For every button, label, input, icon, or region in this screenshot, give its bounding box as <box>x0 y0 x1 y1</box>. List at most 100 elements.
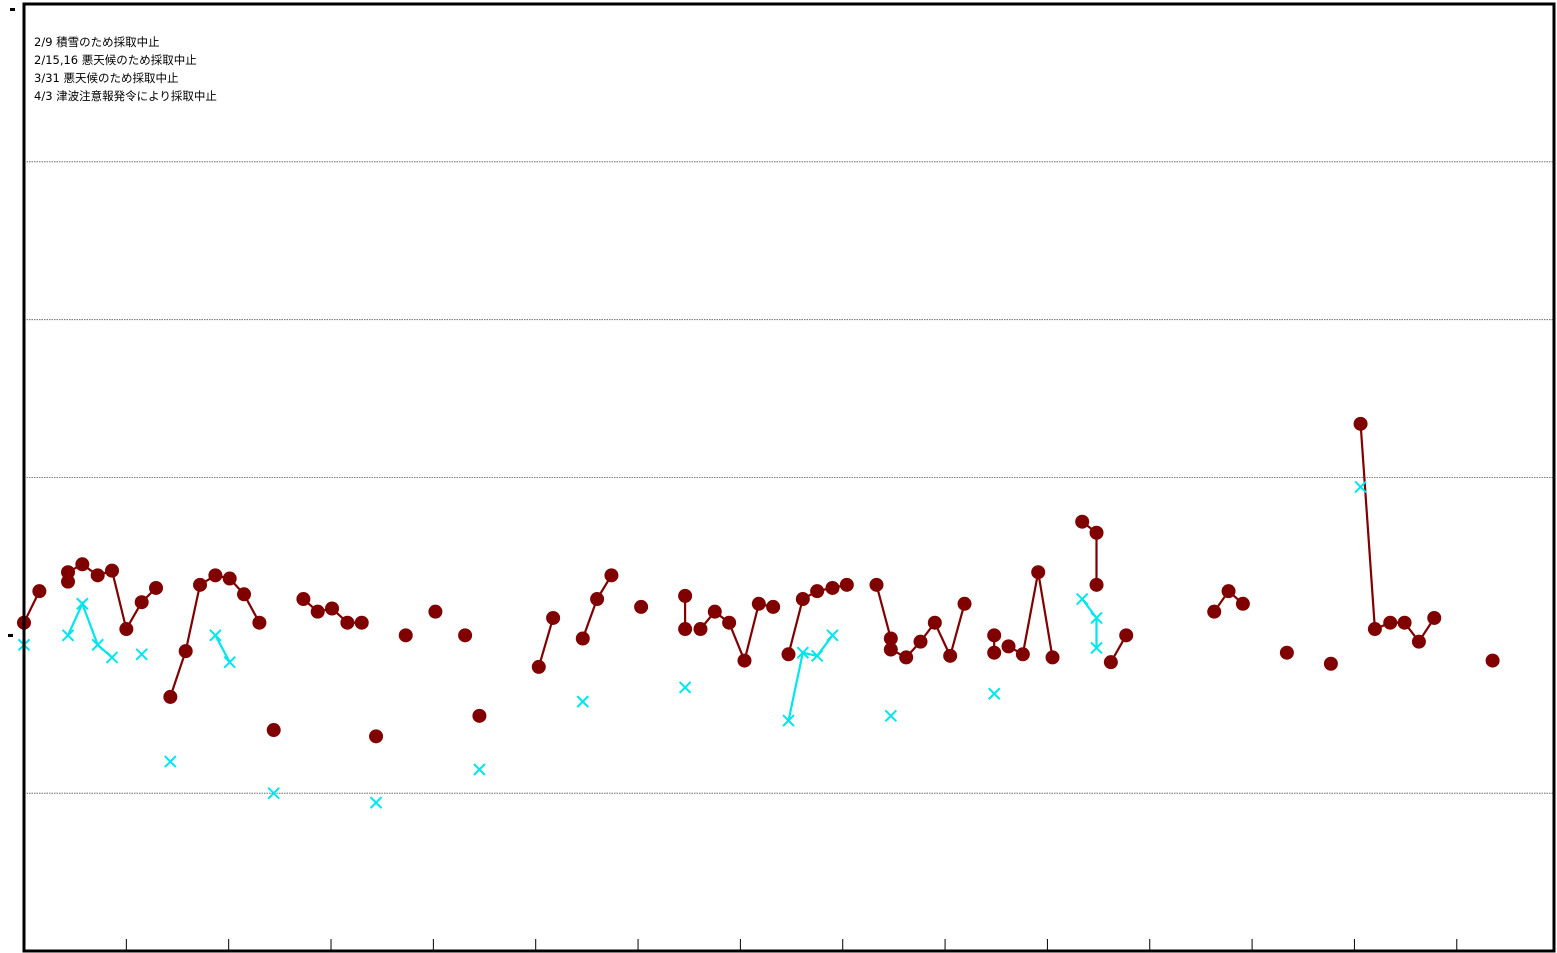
data-point-stroke <box>61 629 75 642</box>
data-point <box>1103 655 1118 670</box>
data-point <box>398 628 413 643</box>
data-point <box>91 638 104 652</box>
data-point <box>1397 615 1412 630</box>
series-group <box>17 416 1500 744</box>
data-point-stroke <box>1090 641 1103 655</box>
data-point <box>1367 622 1382 637</box>
data-point <box>1075 514 1090 529</box>
data-point <box>369 729 384 744</box>
data-point <box>810 584 825 599</box>
data-point <box>193 577 208 592</box>
data-point <box>325 601 340 616</box>
data-point <box>178 644 193 659</box>
data-point <box>634 599 649 614</box>
left-edge-mark-upper <box>10 8 15 11</box>
series-line <box>66 600 113 659</box>
data-point <box>134 595 149 610</box>
series-line <box>890 603 966 660</box>
data-point-stroke <box>267 786 280 800</box>
data-point-stroke <box>796 646 810 659</box>
data-point-stroke <box>369 796 383 809</box>
data-point <box>707 604 722 619</box>
data-point-stroke <box>209 629 222 642</box>
data-point <box>957 596 972 611</box>
gridlines <box>24 161 1554 794</box>
data-point <box>1383 615 1398 630</box>
data-point <box>987 628 1002 643</box>
data-point <box>1015 647 1030 662</box>
annotation-line: 2/15,16 悪天候のため採取中止 <box>34 53 197 67</box>
data-point <box>943 648 958 663</box>
data-point-stroke <box>105 651 119 664</box>
data-point <box>135 648 148 661</box>
data-point-stroke <box>76 597 89 610</box>
annotation-line: 4/3 津波注意報発令により採取中止 <box>34 89 217 103</box>
data-point <box>267 786 280 800</box>
data-point-stroke <box>884 709 898 723</box>
data-point <box>1353 416 1368 431</box>
series-line <box>1359 423 1436 644</box>
data-point <box>883 631 898 646</box>
data-point <box>825 580 840 595</box>
data-point <box>90 568 105 583</box>
data-point-stroke <box>135 648 148 661</box>
data-point-stroke <box>826 629 839 642</box>
data-point <box>163 689 178 704</box>
data-point <box>1001 639 1016 654</box>
data-point <box>1031 565 1046 580</box>
data-point <box>354 615 369 630</box>
data-point <box>32 584 47 599</box>
data-point <box>678 622 693 637</box>
annotation-line: 3/31 悪天候のため採取中止 <box>34 71 179 85</box>
data-point <box>987 645 1002 660</box>
data-point-stroke <box>576 695 589 708</box>
data-point <box>884 709 898 723</box>
x-ticks <box>125 939 1458 951</box>
series-group <box>17 480 1367 809</box>
data-point-stroke <box>987 687 1001 700</box>
plot-area-frame <box>22 2 1556 953</box>
data-point <box>296 592 311 607</box>
data-point <box>722 615 737 630</box>
data-point <box>1485 653 1500 668</box>
annotation-line: 2/9 積雪のため採取中止 <box>34 35 160 49</box>
data-point <box>209 629 222 642</box>
data-point <box>149 580 164 595</box>
data-point <box>899 650 914 665</box>
data-point-stroke <box>678 681 692 694</box>
series-line <box>875 584 892 639</box>
data-point <box>766 599 781 614</box>
data-point <box>927 615 942 630</box>
data-point <box>1089 577 1104 592</box>
data-point <box>913 634 928 649</box>
series-line <box>787 634 834 721</box>
data-point-stroke <box>1354 480 1367 494</box>
data-point <box>369 796 383 809</box>
data-point <box>252 615 267 630</box>
data-point <box>472 708 487 723</box>
data-point <box>531 659 546 674</box>
data-point <box>1119 628 1134 643</box>
series-line <box>537 617 555 668</box>
data-point-stroke <box>91 638 104 652</box>
data-point <box>1323 656 1338 671</box>
series <box>17 416 1500 809</box>
data-point-stroke <box>782 714 795 727</box>
data-point <box>222 571 237 586</box>
data-point <box>546 610 561 625</box>
series-line <box>581 574 613 639</box>
data-point <box>428 604 443 619</box>
data-point <box>1207 604 1222 619</box>
data-point <box>61 565 76 580</box>
left-edge-mark-lower <box>8 634 13 637</box>
data-point-stroke <box>473 763 486 776</box>
data-point <box>340 615 355 630</box>
data-point <box>987 687 1001 700</box>
data-point <box>310 604 325 619</box>
data-point <box>1090 611 1103 625</box>
annotation-block: 2/9 積雪のため採取中止 2/15,16 悪天候のため採取中止 3/31 悪天… <box>34 33 217 105</box>
data-point <box>737 653 752 668</box>
data-point <box>1411 634 1426 649</box>
data-point <box>223 655 236 669</box>
data-point <box>1076 592 1089 606</box>
